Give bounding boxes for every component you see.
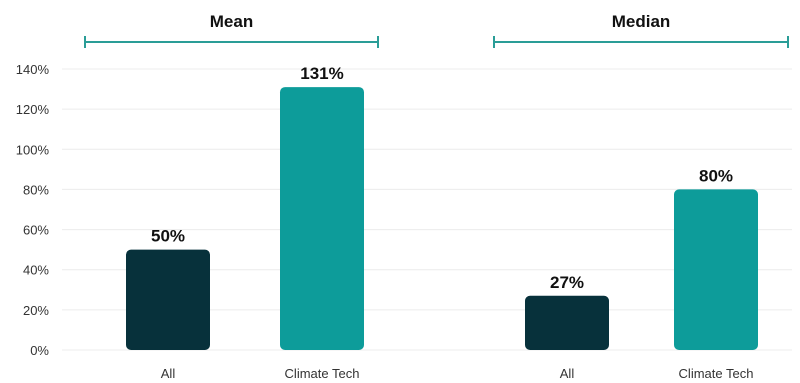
category-label: All [560,366,575,381]
y-axis-ticks: 0% 20% 40% 60% 80% 100% 120% 140% [16,62,50,358]
group-title: Mean [210,12,253,31]
bars [126,87,758,351]
category-label: Climate Tech [285,366,360,381]
y-tick-label: 140% [16,62,50,77]
y-tick-label: 40% [23,263,49,278]
bar [280,87,364,351]
y-tick-label: 20% [23,303,49,318]
category-label: Climate Tech [679,366,754,381]
data-label: 27% [550,273,584,292]
labels: Mean 50% All 131% Climate Tech Median 27% All 80… [151,12,753,381]
bar [674,189,758,350]
category-label: All [161,366,176,381]
group-title: Median [612,12,671,31]
y-tick-label: 0% [30,343,49,358]
data-label: 50% [151,227,185,246]
y-tick-label: 100% [16,142,50,157]
data-label: 80% [699,166,733,185]
group-brackets [84,36,789,48]
y-tick-label: 120% [16,102,50,117]
y-tick-label: 60% [23,223,49,238]
bar [525,295,609,350]
data-label: 131% [300,64,343,83]
bar [126,249,210,350]
y-tick-label: 80% [23,182,49,197]
